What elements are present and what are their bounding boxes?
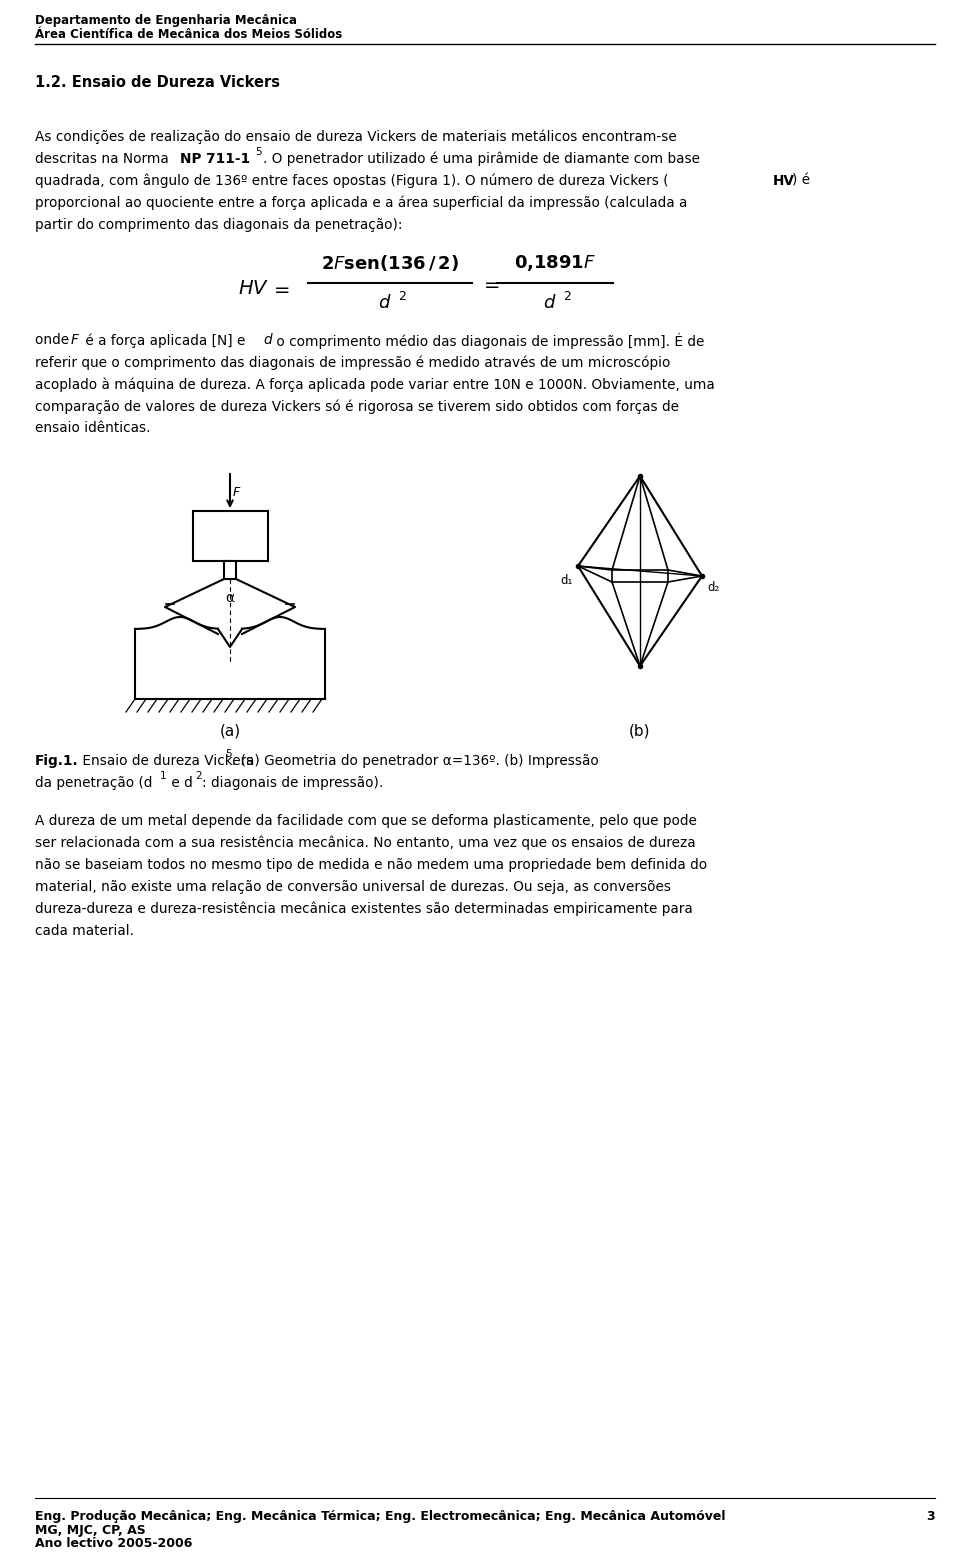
Text: d: d (263, 333, 272, 347)
Text: não se baseiam todos no mesmo tipo de medida e não medem uma propriedade bem def: não se baseiam todos no mesmo tipo de me… (35, 858, 708, 872)
Text: $=$: $=$ (270, 278, 290, 299)
Text: Fig.1.: Fig.1. (35, 754, 79, 768)
Text: partir do comprimento das diagonais da penetração):: partir do comprimento das diagonais da p… (35, 218, 402, 232)
Text: HV: HV (773, 174, 795, 188)
Text: Ano lectivo 2005-2006: Ano lectivo 2005-2006 (35, 1536, 192, 1550)
Text: comparação de valores de dureza Vickers só é rigorosa se tiverem sido obtidos co: comparação de valores de dureza Vickers … (35, 400, 679, 414)
Text: Departamento de Engenharia Mecânica: Departamento de Engenharia Mecânica (35, 14, 297, 26)
Text: 2: 2 (195, 771, 202, 781)
Text: MG, MJC, CP, AS: MG, MJC, CP, AS (35, 1524, 146, 1536)
Text: 5: 5 (255, 148, 262, 157)
Text: NP 711-1: NP 711-1 (180, 152, 251, 166)
Text: $\mathit{d}$: $\mathit{d}$ (543, 294, 557, 313)
Text: As condições de realização do ensaio de dureza Vickers de materiais metálicos en: As condições de realização do ensaio de … (35, 131, 677, 145)
Text: $=$: $=$ (480, 274, 500, 292)
Text: F: F (71, 333, 79, 347)
Polygon shape (612, 571, 668, 582)
Text: α: α (225, 591, 234, 605)
Text: onde: onde (35, 333, 74, 347)
Bar (224, 561, 236, 578)
Text: quadrada, com ângulo de 136º entre faces opostas (Figura 1). O número de dureza : quadrada, com ângulo de 136º entre faces… (35, 174, 668, 188)
Text: A dureza de um metal depende da facilidade com que se deforma plasticamente, pel: A dureza de um metal depende da facilida… (35, 813, 697, 827)
Text: (a): (a) (220, 725, 241, 739)
Text: Ensaio de dureza Vickers: Ensaio de dureza Vickers (78, 754, 253, 768)
Text: $\mathbf{2\mathit{F}sen(136\,/\,2)}$: $\mathbf{2\mathit{F}sen(136\,/\,2)}$ (321, 253, 459, 274)
Bar (193, 512, 268, 561)
Text: 5: 5 (225, 750, 231, 759)
Text: material, não existe uma relação de conversão universal de durezas. Ou seja, as : material, não existe uma relação de conv… (35, 880, 671, 894)
Text: referir que o comprimento das diagonais de impressão é medido através de um micr: referir que o comprimento das diagonais … (35, 355, 670, 370)
Text: proporcional ao quociente entre a força aplicada e a área superficial da impress: proporcional ao quociente entre a força … (35, 196, 687, 210)
Text: 1: 1 (160, 771, 167, 781)
Text: F: F (233, 487, 240, 499)
Text: e d: e d (167, 776, 193, 790)
Text: é a força aplicada [N] e: é a força aplicada [N] e (81, 333, 250, 347)
Text: . (a) Geometria do penetrador α=136º. (b) Impressão: . (a) Geometria do penetrador α=136º. (b… (232, 754, 599, 768)
Text: $\mathbf{0{,}1891\mathit{F}}$: $\mathbf{0{,}1891\mathit{F}}$ (514, 253, 596, 274)
Text: Área Científica de Mecânica dos Meios Sólidos: Área Científica de Mecânica dos Meios Só… (35, 28, 343, 40)
Text: acoplado à máquina de dureza. A força aplicada pode variar entre 10N e 1000N. Ob: acoplado à máquina de dureza. A força ap… (35, 376, 715, 392)
Text: ensaio idênticas.: ensaio idênticas. (35, 421, 151, 435)
Text: descritas na Norma: descritas na Norma (35, 152, 173, 166)
Text: ) é: ) é (792, 174, 810, 188)
Text: cada material.: cada material. (35, 924, 134, 938)
Text: ser relacionada com a sua resistência mecânica. No entanto, uma vez que os ensai: ser relacionada com a sua resistência me… (35, 837, 696, 851)
Text: d₁: d₁ (561, 574, 573, 586)
Text: $\mathit{d}$: $\mathit{d}$ (378, 294, 392, 313)
Text: (b): (b) (629, 725, 651, 739)
Text: o comprimento médio das diagonais de impressão [mm]. É de: o comprimento médio das diagonais de imp… (272, 333, 705, 348)
Text: . O penetrador utilizado é uma pirâmide de diamante com base: . O penetrador utilizado é uma pirâmide … (263, 152, 700, 166)
Text: $2$: $2$ (398, 289, 407, 303)
Text: da penetração (d: da penetração (d (35, 776, 153, 790)
Text: : diagonais de impressão).: : diagonais de impressão). (202, 776, 383, 790)
Polygon shape (578, 476, 702, 666)
Text: 3: 3 (926, 1510, 935, 1522)
Text: $\mathit{HV}$: $\mathit{HV}$ (238, 278, 269, 299)
Text: Eng. Produção Mecânica; Eng. Mecânica Térmica; Eng. Electromecânica; Eng. Mecâni: Eng. Produção Mecânica; Eng. Mecânica Té… (35, 1510, 726, 1522)
Text: dureza-dureza e dureza-resistência mecânica existentes são determinadas empirica: dureza-dureza e dureza-resistência mecân… (35, 902, 693, 916)
Text: $2$: $2$ (563, 289, 571, 303)
Text: d₂: d₂ (707, 582, 719, 594)
Text: 1.2. Ensaio de Dureza Vickers: 1.2. Ensaio de Dureza Vickers (35, 75, 280, 90)
